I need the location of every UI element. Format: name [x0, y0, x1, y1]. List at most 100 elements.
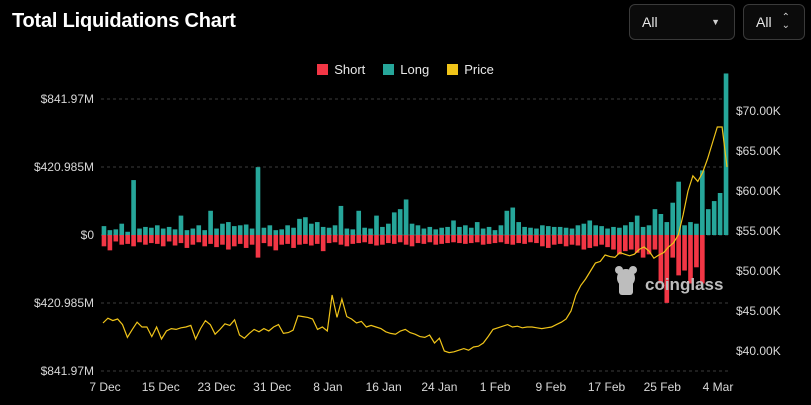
short-bar [676, 235, 681, 276]
short-bar [397, 235, 403, 243]
short-bar [409, 235, 415, 247]
short-bar [421, 235, 427, 244]
long-bar [344, 228, 350, 235]
long-bar [593, 225, 599, 235]
long-bar [231, 226, 237, 235]
long-bar [433, 229, 439, 235]
left-axis: $841.97M $420.985M $0 $420.985M $841.97M [34, 92, 94, 378]
short-bar [261, 235, 267, 244]
long-bar [658, 214, 664, 235]
short-bar [694, 235, 699, 268]
short-bar [160, 235, 166, 247]
long-bar [664, 222, 670, 235]
long-bars [101, 73, 729, 235]
short-bar [196, 235, 202, 243]
short-bar [664, 235, 670, 303]
short-bar [154, 235, 160, 244]
short-bar [480, 235, 486, 245]
short-bar [131, 235, 136, 247]
legend-item-long[interactable]: Long [383, 62, 429, 77]
short-bar [688, 235, 693, 284]
long-bar [427, 226, 433, 235]
long-bar [285, 225, 290, 235]
long-bar [137, 228, 142, 235]
legend-item-price[interactable]: Price [447, 62, 494, 77]
left-tick-label: $420.985M [34, 296, 94, 310]
long-bar [314, 222, 320, 235]
long-bar [403, 199, 409, 235]
grid-lines [101, 98, 729, 372]
short-bar [226, 235, 231, 250]
short-bar [285, 235, 290, 244]
short-bar [243, 235, 249, 248]
legend-item-short[interactable]: Short [317, 62, 365, 77]
long-bar [563, 227, 569, 235]
long-bar [326, 227, 332, 235]
short-bar [551, 235, 557, 245]
long-bar [646, 225, 652, 235]
long-bar [261, 227, 267, 235]
short-bar [593, 235, 599, 247]
coin-select[interactable]: All ⌃ ⌄ [743, 4, 805, 40]
x-tick-label: 25 Feb [644, 380, 682, 394]
long-bar [617, 227, 622, 235]
short-bar [670, 235, 676, 258]
short-bar [599, 235, 604, 245]
short-bar [640, 235, 646, 258]
short-bar [700, 235, 705, 284]
price-line [102, 126, 728, 354]
coinglass-logo-icon [615, 266, 637, 295]
long-bar [107, 230, 113, 235]
coin-select-value: All [756, 14, 772, 30]
short-bar [309, 235, 314, 246]
long-bar [255, 167, 261, 235]
long-bar [214, 228, 219, 235]
long-bar [320, 226, 326, 235]
x-tick-label: 15 Dec [142, 380, 180, 394]
long-bar [516, 222, 521, 235]
exchange-select[interactable]: All ▼ [629, 4, 735, 40]
legend-label-short: Short [334, 62, 366, 77]
short-bar [137, 235, 142, 243]
long-bar [623, 225, 628, 235]
short-bar [504, 235, 510, 244]
x-tick-label: 7 Dec [89, 380, 120, 394]
long-bar [540, 225, 545, 235]
short-bar [374, 235, 379, 246]
long-bar [190, 228, 196, 235]
x-tick-label: 31 Dec [253, 380, 291, 394]
long-bar [557, 226, 563, 235]
long-bar [682, 225, 687, 235]
short-bar [445, 235, 450, 244]
x-tick-label: 4 Mar [703, 380, 734, 394]
long-bar [208, 210, 213, 235]
short-bar [545, 235, 551, 248]
right-tick-label: $50.00K [736, 264, 781, 278]
short-bar [433, 235, 439, 245]
x-tick-label: 8 Jan [313, 380, 342, 394]
long-bar [705, 209, 711, 235]
short-bar [386, 235, 391, 244]
long-bar [119, 223, 125, 235]
price-series [102, 126, 728, 354]
short-bar [125, 235, 130, 244]
short-bar [646, 235, 652, 255]
short-bar [231, 235, 237, 247]
left-tick-label: $841.97M [41, 92, 94, 106]
short-bar [249, 235, 255, 245]
long-bar [356, 210, 362, 235]
short-bar [569, 235, 575, 245]
short-bars [101, 235, 705, 303]
long-bar [480, 228, 486, 235]
long-bar [125, 231, 130, 235]
short-bar [237, 235, 243, 244]
long-bar [457, 226, 462, 235]
short-bar [516, 235, 521, 244]
short-bar [528, 235, 533, 243]
short-bar [498, 235, 504, 243]
short-bar [510, 235, 516, 245]
short-bar [468, 235, 474, 244]
short-bar [291, 235, 296, 248]
long-bar [575, 225, 581, 235]
long-bar [338, 205, 344, 235]
